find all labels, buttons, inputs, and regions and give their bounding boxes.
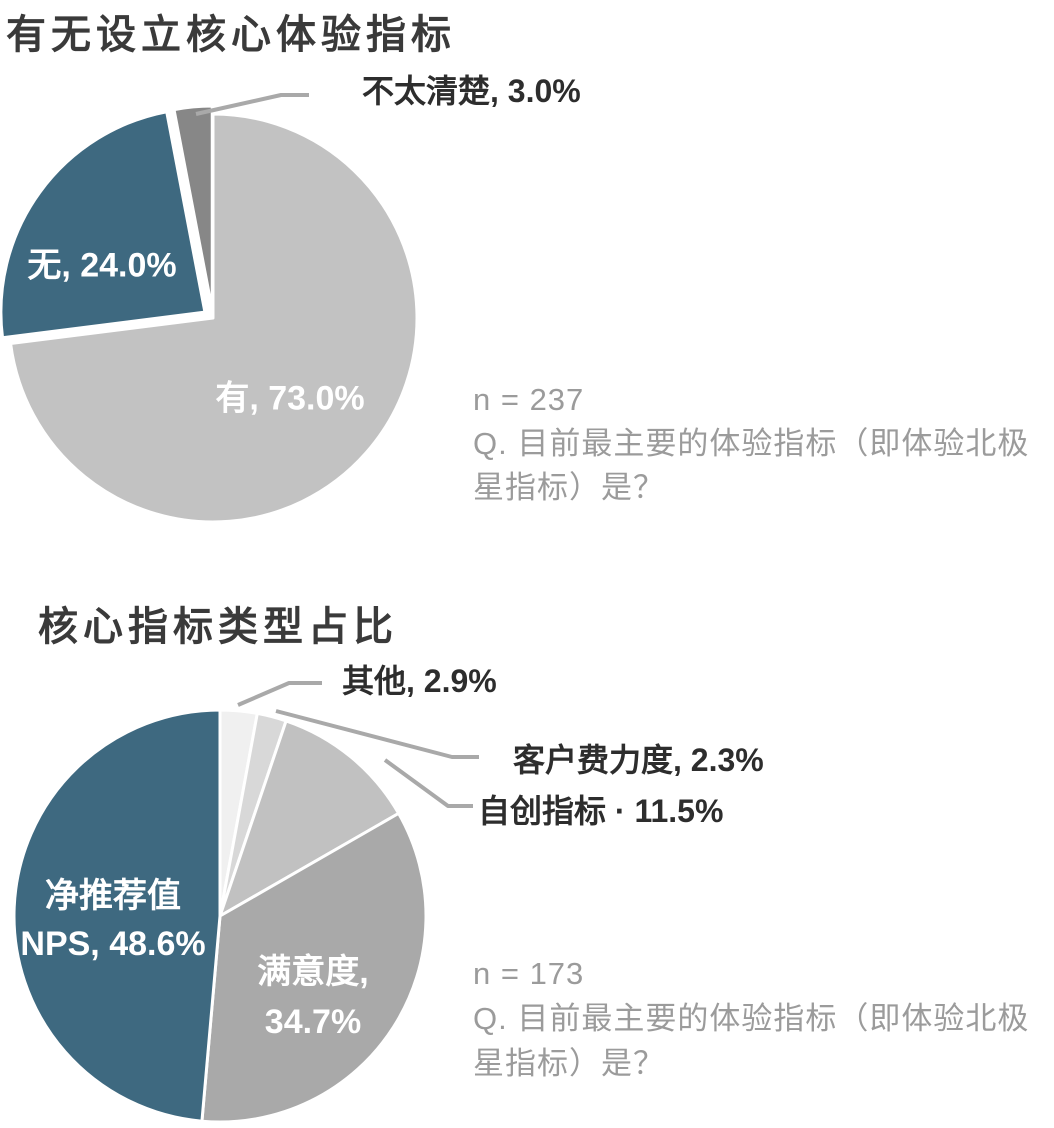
leader-line-ces — [275, 709, 479, 759]
question-line-1-bottom: Q. 目前最主要的体验指标（即体验北极 — [473, 1001, 1030, 1036]
slice-label-no: 无, 24.0% — [27, 246, 177, 285]
survey-note-bottom: n = 173 Q. 目前最主要的体验指标（即体验北极 星指标）是？ — [473, 951, 1029, 1086]
slice-label-nps-line-1: 净推荐值 — [45, 877, 181, 915]
callout-label-customer-effort: 客户费力度, 2.3% — [513, 742, 764, 778]
pie-slice-自创指标 — [218, 719, 401, 918]
question-line-2-bottom: 星指标）是？ — [473, 1046, 665, 1081]
slice-label-yes: 有, 73.0% — [215, 379, 365, 418]
chart-title-top: 有无设立核心体验指标 — [6, 13, 456, 57]
callout-label-custom-metric: 自创指标 · 11.5% — [478, 793, 724, 829]
callout-label-other: 其他, 2.9% — [342, 663, 497, 699]
question-line-1-top: Q. 目前最主要的体验指标（即体验北极 — [473, 426, 1030, 461]
survey-note-top: n = 237 Q. 目前最主要的体验指标（即体验北极 星指标）是？ — [473, 378, 1029, 510]
leader-line-custom-metric — [383, 758, 473, 808]
pie-slice-有 — [9, 112, 419, 524]
leader-line-unclear — [195, 93, 309, 116]
pie-slice-无 — [0, 110, 207, 340]
callout-label-unclear: 不太清楚, 3.0% — [362, 73, 581, 109]
pie-has-core-metric — [0, 104, 419, 524]
slice-label-satisfaction-line-2: 34.7% — [264, 1003, 362, 1041]
pie-slice-满意度 — [200, 811, 428, 1124]
chart-title-bottom: 核心指标类型占比 — [38, 605, 398, 649]
pie-slice-不太清楚 — [172, 104, 214, 312]
sample-size-top: n = 237 — [473, 382, 585, 417]
slice-label-nps-line-2: NPS, 48.6% — [20, 925, 206, 963]
question-line-2-top: 星指标）是？ — [473, 470, 665, 505]
slice-label-nps: 净推荐值 NPS, 48.6% — [20, 872, 205, 968]
leader-line-other — [237, 681, 322, 707]
pie-metric-types — [12, 708, 428, 1124]
sample-size-bottom: n = 173 — [473, 956, 585, 991]
pie-slice-净推荐值NPS — [12, 708, 222, 1123]
slice-label-satisfaction-line-1: 满意度, — [257, 953, 369, 991]
slice-label-satisfaction: 满意度, 34.7% — [257, 947, 368, 1047]
